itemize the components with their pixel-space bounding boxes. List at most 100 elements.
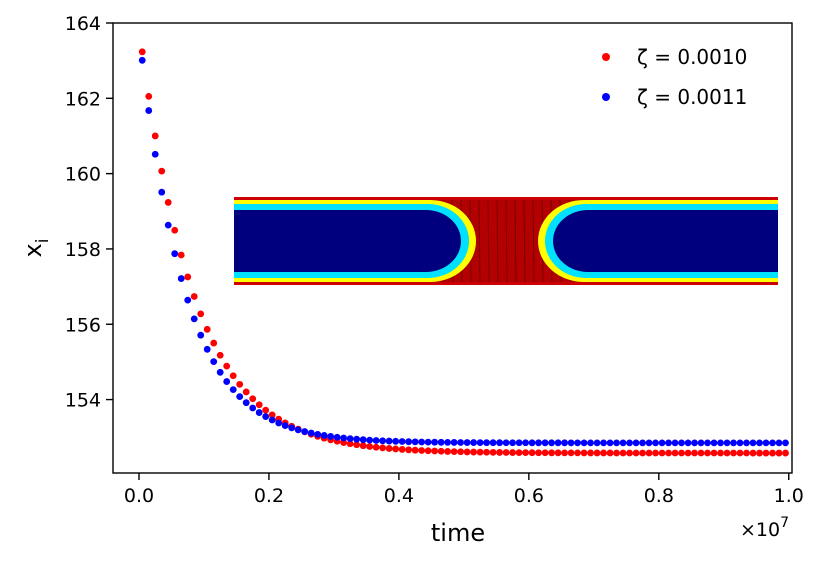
data-point-series-1	[463, 439, 471, 446]
data-point-series-1	[262, 413, 270, 420]
data-point-series-1	[665, 439, 672, 447]
data-point-series-0	[704, 449, 711, 457]
data-point-series-0	[567, 449, 575, 457]
data-point-series-0	[535, 449, 542, 457]
inset-top-band	[234, 197, 778, 200]
data-point-series-1	[476, 439, 484, 447]
data-point-series-0	[190, 293, 198, 300]
data-point-series-0	[262, 406, 270, 414]
legend: ζ = 0.0010 ζ = 0.0011	[602, 45, 747, 109]
data-point-series-1	[450, 439, 458, 446]
data-point-series-1	[567, 439, 575, 447]
data-point-series-0	[749, 449, 757, 457]
data-point-series-1	[704, 439, 711, 447]
data-point-series-0	[736, 449, 744, 457]
data-point-series-0	[249, 395, 257, 403]
data-point-series-0	[158, 167, 166, 175]
data-point-series-1	[658, 439, 666, 447]
data-point-series-0	[515, 449, 523, 457]
data-point-series-0	[255, 401, 263, 409]
plot-frame	[112, 22, 793, 474]
data-point-series-1	[762, 439, 770, 447]
inset-stripe	[496, 198, 499, 284]
x-tick-label: 0.8	[644, 485, 674, 507]
data-point-series-1	[294, 426, 302, 434]
data-point-series-1	[626, 439, 633, 447]
data-point-series-1	[346, 435, 354, 443]
data-point-series-1	[405, 438, 413, 446]
data-point-series-1	[242, 399, 250, 407]
data-point-series-0	[171, 226, 179, 234]
data-point-series-1	[288, 424, 296, 432]
data-point-series-0	[691, 449, 698, 457]
inset-left-domain-core	[234, 210, 461, 272]
data-point-series-1	[632, 439, 640, 447]
data-point-series-1	[756, 439, 763, 447]
data-point-series-0	[626, 449, 633, 457]
axis-ticks: 0.0 0.2 0.4 0.6 0.8 1.0 154 156 158 160 162 164	[65, 13, 804, 507]
y-axis-label-subscript: i	[33, 239, 53, 244]
data-point-series-1	[268, 416, 276, 424]
data-point-series-0	[424, 447, 432, 455]
data-point-series-1	[496, 439, 504, 447]
data-point-series-1	[392, 437, 400, 445]
data-point-series-0	[502, 449, 510, 456]
inset-stripe	[532, 198, 535, 284]
data-point-series-0	[223, 362, 231, 370]
data-point-series-0	[541, 449, 549, 457]
data-point-series-1	[678, 439, 685, 447]
data-point-series-1	[203, 345, 211, 353]
data-point-series-0	[671, 449, 679, 457]
data-point-series-0	[392, 445, 400, 453]
data-point-series-0	[489, 448, 497, 456]
data-point-series-1	[210, 358, 218, 366]
data-point-series-0	[665, 449, 672, 457]
data-point-series-1	[190, 315, 198, 323]
legend-label-series-0: ζ = 0.0010	[637, 45, 747, 69]
inset-stripe	[478, 198, 481, 284]
data-point-series-1	[717, 439, 724, 447]
data-point-series-1	[535, 439, 542, 447]
data-point-series-0	[398, 446, 406, 453]
data-point-series-1	[379, 437, 387, 445]
data-point-series-0	[554, 449, 562, 457]
data-point-series-1	[652, 439, 659, 447]
data-point-series-0	[730, 449, 737, 457]
data-point-series-1	[171, 250, 179, 258]
inset-stripe	[505, 198, 508, 284]
data-point-series-1	[691, 439, 698, 447]
data-point-series-0	[353, 441, 361, 449]
data-point-series-0	[476, 448, 484, 456]
data-point-series-0	[268, 411, 276, 419]
data-point-series-0	[444, 448, 452, 455]
data-point-series-1	[411, 438, 419, 446]
data-point-series-0	[574, 449, 581, 457]
data-point-series-0	[561, 449, 568, 457]
data-point-series-0	[437, 447, 445, 455]
data-point-series-0	[197, 310, 205, 318]
data-point-series-0	[463, 448, 471, 456]
y-axis-label-main: x	[19, 243, 47, 257]
y-tick-label: 164	[65, 13, 101, 35]
inset-right-domain-core	[553, 210, 778, 272]
data-point-series-1	[606, 439, 614, 447]
data-point-series-1	[470, 439, 478, 446]
data-point-series-1	[509, 439, 516, 447]
data-point-series-0	[528, 449, 536, 457]
legend-marker-red	[602, 53, 610, 61]
y-axis-label: xi	[19, 239, 53, 258]
data-point-series-0	[470, 448, 478, 456]
data-point-series-1	[522, 439, 529, 447]
data-point-series-0	[216, 351, 224, 359]
y-tick-label: 156	[65, 314, 101, 336]
data-point-series-1	[275, 419, 283, 427]
data-point-series-1	[645, 439, 653, 447]
data-point-series-1	[515, 439, 523, 447]
data-point-series-1	[255, 409, 263, 416]
data-point-series-0	[151, 132, 159, 140]
data-point-series-0	[600, 449, 607, 457]
data-point-series-0	[658, 449, 666, 457]
data-point-series-1	[223, 378, 231, 385]
data-point-series-0	[483, 448, 491, 456]
data-point-series-0	[145, 92, 153, 100]
